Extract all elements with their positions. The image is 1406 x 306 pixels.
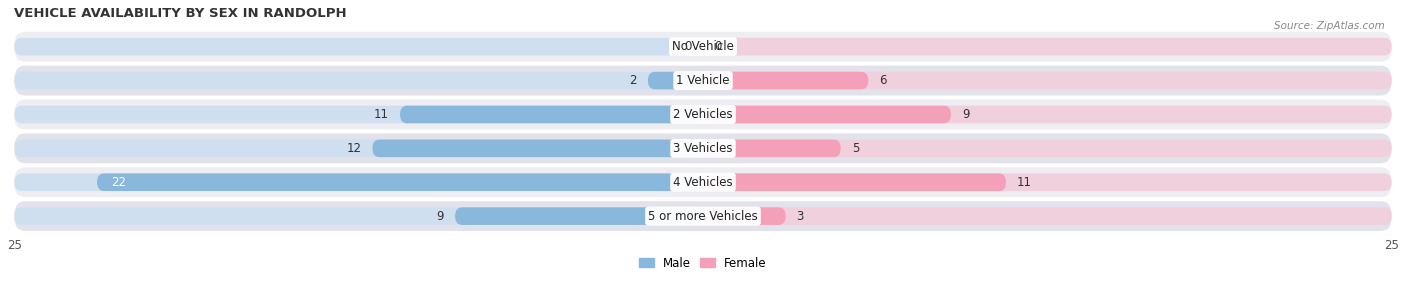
FancyBboxPatch shape [373, 140, 703, 157]
FancyBboxPatch shape [703, 140, 1392, 157]
Legend: Male, Female: Male, Female [634, 252, 772, 274]
FancyBboxPatch shape [703, 174, 1392, 191]
Text: 4 Vehicles: 4 Vehicles [673, 176, 733, 189]
FancyBboxPatch shape [703, 38, 1392, 55]
FancyBboxPatch shape [97, 174, 703, 191]
Text: 3 Vehicles: 3 Vehicles [673, 142, 733, 155]
FancyBboxPatch shape [14, 106, 703, 123]
Text: 12: 12 [346, 142, 361, 155]
FancyBboxPatch shape [14, 207, 703, 225]
FancyBboxPatch shape [14, 201, 1392, 231]
Text: 6: 6 [879, 74, 887, 87]
Text: 0: 0 [714, 40, 721, 53]
Text: 9: 9 [962, 108, 969, 121]
Text: 2: 2 [630, 74, 637, 87]
FancyBboxPatch shape [703, 140, 841, 157]
FancyBboxPatch shape [456, 207, 703, 225]
FancyBboxPatch shape [14, 66, 1392, 95]
Text: 11: 11 [374, 108, 389, 121]
Text: 22: 22 [111, 176, 125, 189]
FancyBboxPatch shape [14, 174, 703, 191]
Text: 5 or more Vehicles: 5 or more Vehicles [648, 210, 758, 223]
FancyBboxPatch shape [14, 133, 1392, 163]
FancyBboxPatch shape [401, 106, 703, 123]
FancyBboxPatch shape [14, 140, 703, 157]
FancyBboxPatch shape [703, 106, 1392, 123]
FancyBboxPatch shape [14, 32, 1392, 62]
FancyBboxPatch shape [703, 174, 1005, 191]
FancyBboxPatch shape [703, 72, 869, 89]
Text: VEHICLE AVAILABILITY BY SEX IN RANDOLPH: VEHICLE AVAILABILITY BY SEX IN RANDOLPH [14, 7, 347, 20]
FancyBboxPatch shape [703, 72, 1392, 89]
Text: No Vehicle: No Vehicle [672, 40, 734, 53]
FancyBboxPatch shape [703, 207, 1392, 225]
Text: 3: 3 [797, 210, 804, 223]
Text: 9: 9 [437, 210, 444, 223]
FancyBboxPatch shape [14, 167, 1392, 197]
FancyBboxPatch shape [14, 99, 1392, 129]
FancyBboxPatch shape [14, 72, 703, 89]
Text: 5: 5 [852, 142, 859, 155]
FancyBboxPatch shape [14, 38, 703, 55]
Text: 1 Vehicle: 1 Vehicle [676, 74, 730, 87]
Text: 0: 0 [685, 40, 692, 53]
FancyBboxPatch shape [703, 106, 950, 123]
Text: 2 Vehicles: 2 Vehicles [673, 108, 733, 121]
FancyBboxPatch shape [648, 72, 703, 89]
Text: 11: 11 [1017, 176, 1032, 189]
Text: Source: ZipAtlas.com: Source: ZipAtlas.com [1274, 21, 1385, 32]
FancyBboxPatch shape [703, 207, 786, 225]
